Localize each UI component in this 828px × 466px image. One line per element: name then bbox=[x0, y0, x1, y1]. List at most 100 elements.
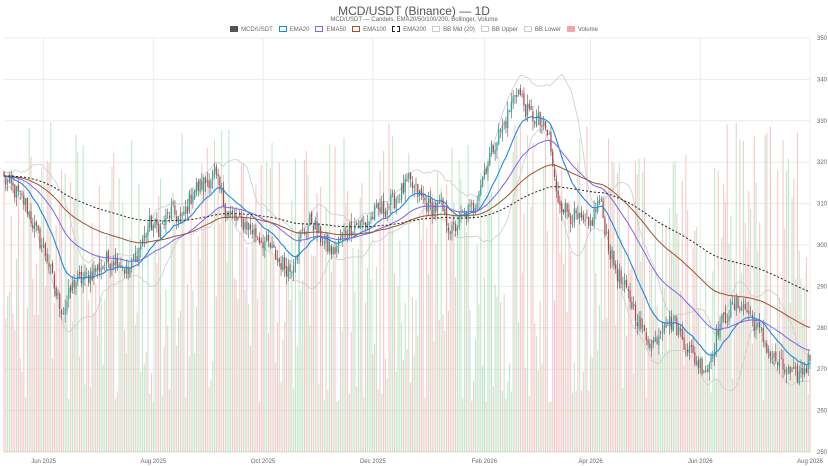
candle bbox=[346, 229, 349, 243]
legend-swatch bbox=[523, 26, 532, 32]
candle-body bbox=[715, 327, 718, 351]
chart-legend[interactable]: MCD/USDT EMA20 EMA50 EMA100 EMA200 BB Mid (20… bbox=[0, 26, 828, 33]
volume-bar bbox=[712, 271, 714, 452]
candle bbox=[721, 313, 723, 331]
volume-bar bbox=[518, 322, 520, 452]
legend-swatch bbox=[230, 26, 239, 32]
volume-bar bbox=[478, 304, 480, 452]
candle-body bbox=[546, 129, 548, 136]
candle-body bbox=[5, 177, 7, 185]
candle-body bbox=[733, 303, 736, 310]
candle bbox=[445, 200, 448, 234]
legend-item-bb-lower[interactable]: BB Lower bbox=[523, 26, 561, 33]
candle-body bbox=[660, 332, 662, 334]
candle-body bbox=[456, 227, 459, 231]
candle-body bbox=[303, 231, 306, 234]
candle bbox=[526, 94, 529, 123]
legend-item-mcd-usdt[interactable]: MCD/USDT bbox=[230, 26, 273, 33]
candle-body bbox=[257, 238, 259, 240]
candle-body bbox=[528, 104, 530, 109]
candle bbox=[264, 236, 266, 259]
volume-bar bbox=[125, 353, 127, 452]
candle-body bbox=[138, 248, 140, 262]
x-tick-label: Apr 2026 bbox=[578, 459, 603, 465]
candle bbox=[136, 247, 138, 263]
legend-item-volume[interactable]: Volume bbox=[566, 26, 598, 33]
candle bbox=[334, 241, 336, 255]
candle bbox=[285, 257, 288, 285]
volume-bar bbox=[496, 296, 498, 452]
legend-item-bb-mid-20-[interactable]: BB Mid (20) bbox=[432, 26, 475, 33]
candle bbox=[429, 190, 432, 211]
candle bbox=[636, 314, 638, 335]
candle bbox=[411, 176, 414, 194]
candle bbox=[177, 215, 180, 228]
volume-bar bbox=[627, 205, 629, 452]
candle bbox=[758, 313, 761, 334]
candle-body bbox=[141, 240, 144, 247]
candle bbox=[588, 216, 590, 230]
candle-body bbox=[260, 240, 262, 243]
candle-body bbox=[598, 199, 601, 204]
candle-body bbox=[330, 246, 333, 255]
candle bbox=[577, 205, 579, 220]
candle-body bbox=[102, 266, 104, 270]
volume-bar bbox=[80, 263, 82, 452]
candle bbox=[710, 352, 712, 370]
volume-bar bbox=[70, 182, 72, 452]
volume-bar bbox=[111, 166, 113, 452]
candle bbox=[278, 257, 280, 267]
legend-item-ema50[interactable]: EMA50 bbox=[315, 26, 346, 33]
volume-bar bbox=[314, 255, 316, 452]
legend-swatch bbox=[315, 26, 324, 32]
bb-lower-line bbox=[3, 129, 811, 392]
candle-body bbox=[413, 185, 415, 188]
chart-title: MCD/USDT (Binance) — 1D bbox=[338, 4, 490, 18]
volume-bar bbox=[73, 199, 75, 452]
legend-item-ema200[interactable]: EMA200 bbox=[392, 26, 426, 33]
volume-bar bbox=[8, 291, 10, 452]
candle-body bbox=[537, 112, 539, 118]
candle-body bbox=[753, 318, 755, 332]
legend-item-ema20[interactable]: EMA20 bbox=[278, 26, 309, 33]
candle bbox=[113, 255, 115, 271]
volume-bar bbox=[143, 364, 145, 452]
candle-body bbox=[51, 263, 54, 273]
candle-body bbox=[723, 312, 725, 314]
volume-bar bbox=[428, 273, 430, 452]
volume-bar bbox=[714, 168, 716, 452]
volume-bar bbox=[239, 233, 241, 452]
candle bbox=[586, 209, 588, 219]
candle bbox=[93, 260, 95, 286]
candle bbox=[742, 298, 745, 316]
legend-item-ema100[interactable]: EMA100 bbox=[352, 26, 386, 33]
candle-body bbox=[318, 224, 320, 233]
volume-bar bbox=[753, 136, 755, 452]
candle bbox=[546, 129, 548, 137]
volume-bar bbox=[755, 182, 757, 452]
candle-body bbox=[732, 302, 734, 304]
volume-bar bbox=[595, 272, 597, 452]
y-tick-label: 300 bbox=[817, 243, 828, 249]
candle-body bbox=[237, 217, 239, 220]
volume-bar bbox=[199, 259, 201, 452]
candle bbox=[150, 214, 153, 231]
volume-bar bbox=[318, 383, 320, 452]
candle bbox=[611, 246, 613, 268]
candle-body bbox=[741, 307, 743, 312]
candle bbox=[161, 220, 163, 225]
candle bbox=[651, 339, 653, 357]
candle bbox=[201, 173, 203, 192]
volume-bar bbox=[325, 207, 327, 452]
volume-bar bbox=[737, 301, 739, 452]
volume-bar bbox=[68, 399, 70, 452]
volume-bar bbox=[370, 279, 372, 452]
candle bbox=[28, 210, 30, 220]
candle bbox=[703, 369, 705, 374]
candle-body bbox=[73, 280, 75, 288]
candle-body bbox=[93, 267, 95, 279]
volume-bar bbox=[291, 200, 293, 452]
volume-bar bbox=[485, 401, 487, 452]
candle bbox=[555, 175, 557, 198]
legend-item-bb-upper[interactable]: BB Upper bbox=[480, 26, 518, 33]
